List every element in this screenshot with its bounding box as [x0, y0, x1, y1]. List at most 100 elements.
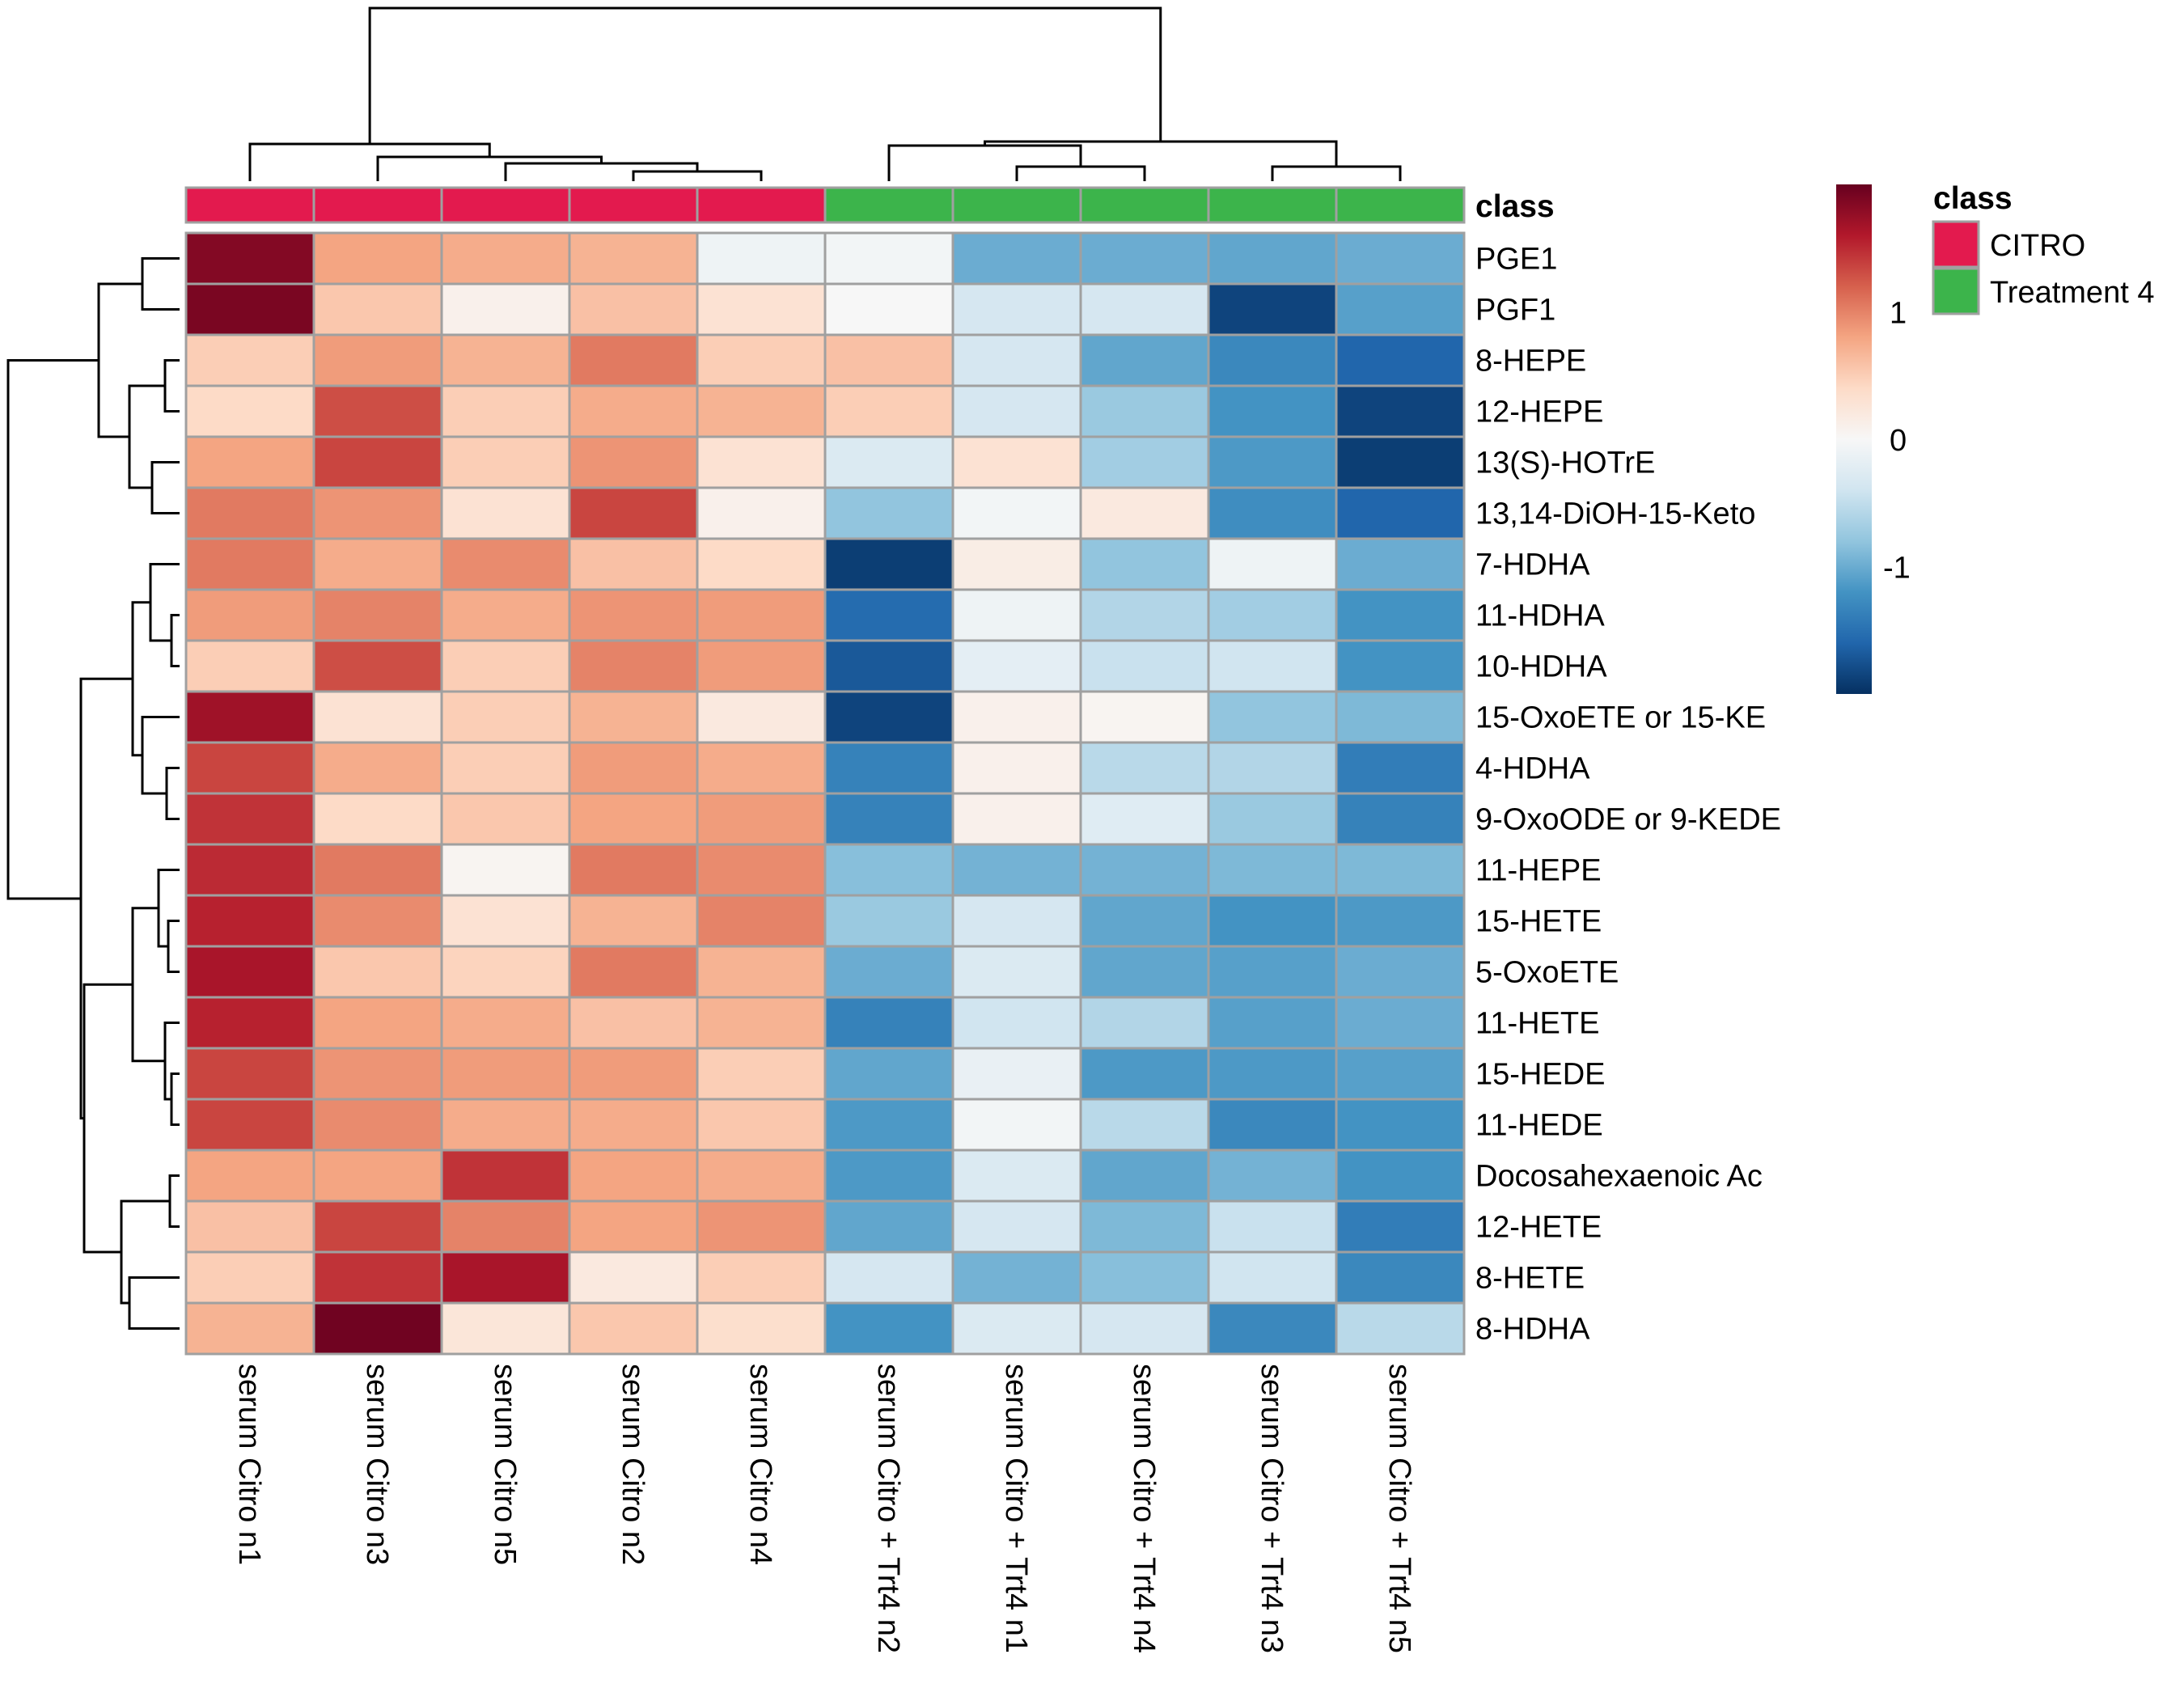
column-label: serum Citro n2 [616, 1364, 650, 1565]
heatmap-cell [568, 792, 699, 846]
heatmap-cell [184, 741, 315, 795]
row-label: 13,14-DiOH-15-Keto [1475, 497, 1755, 531]
row-label: 5-OxoETE [1475, 956, 1619, 990]
class-annotation-bar [184, 186, 1466, 224]
column-label: serum Citro n3 [360, 1364, 394, 1565]
heatmap-cell [823, 282, 954, 336]
heatmap-cell [1079, 945, 1210, 999]
heatmap-cell [823, 588, 954, 642]
heatmap-cell [440, 1199, 571, 1254]
heatmap-cell [440, 945, 571, 999]
heatmap-cell [1335, 537, 1466, 591]
row-dendrogram-link [170, 1072, 180, 1126]
heatmap-cell [312, 333, 443, 387]
heatmap-cell [312, 945, 443, 999]
heatmap-cell [184, 792, 315, 846]
heatmap-cell [184, 282, 315, 336]
heatmap-cell [696, 282, 827, 336]
heatmap-cell [312, 690, 443, 744]
heatmap-cell [440, 894, 571, 948]
heatmap-cell [184, 588, 315, 642]
heatmap-cell [951, 231, 1082, 286]
heatmap-cell [823, 486, 954, 540]
row-dendrogram-link [131, 907, 165, 1063]
heatmap-cell [1207, 1098, 1338, 1152]
heatmap-cell [312, 1301, 443, 1356]
heatmap-cell [696, 843, 827, 897]
heatmap-cell [312, 894, 443, 948]
heatmap-cell [1079, 282, 1210, 336]
heatmap-cell [440, 435, 571, 489]
heatmap-cell [184, 231, 315, 286]
heatmap-cell [312, 1199, 443, 1254]
heatmap-cell [440, 1098, 571, 1152]
heatmap-cell [312, 843, 443, 897]
heatmap-cell [184, 1301, 315, 1356]
heatmap-cell [568, 1301, 699, 1356]
heatmap-cell [1079, 996, 1210, 1050]
heatmap-cell [1079, 588, 1210, 642]
heatmap-cell [184, 537, 315, 591]
heatmap-cell [1335, 486, 1466, 540]
row-label: PGF1 [1475, 294, 1555, 328]
legend-swatch [1932, 220, 1980, 269]
heatmap-cell [440, 588, 571, 642]
heatmap-cell [312, 1098, 443, 1152]
color-scale-tick: 1 [1890, 297, 1907, 331]
heatmap-cell [1207, 537, 1338, 591]
row-dendrogram-link [6, 359, 99, 900]
heatmap-cell [184, 333, 315, 387]
heatmap-cell [184, 690, 315, 744]
heatmap-cell [1079, 1047, 1210, 1101]
class-annotation-cell [823, 186, 954, 224]
heatmap-cell [696, 486, 827, 540]
heatmap-cell [568, 486, 699, 540]
heatmap-cell [312, 996, 443, 1050]
row-label: 11-HEPE [1475, 854, 1602, 888]
heatmap-cell [951, 690, 1082, 744]
heatmap-cell [1079, 435, 1210, 489]
heatmap-cell [1335, 945, 1466, 999]
heatmap-cell [568, 1098, 699, 1152]
heatmap-cell [1207, 333, 1338, 387]
heatmap-cell [1207, 792, 1338, 846]
heatmap-cell [1335, 1098, 1466, 1152]
column-dendrogram-link [887, 144, 1082, 181]
heatmap-cell [696, 996, 827, 1050]
heatmap-cell [1335, 1149, 1466, 1203]
heatmap-cell [1207, 843, 1338, 897]
heatmap-cell [184, 945, 315, 999]
heatmap-cell [1207, 945, 1338, 999]
heatmap-cells [184, 231, 1466, 1356]
heatmap-cell [1079, 1301, 1210, 1356]
heatmap-cell [823, 792, 954, 846]
heatmap-cell [184, 894, 315, 948]
heatmap-cell [1335, 282, 1466, 336]
class-annotation-cell [1207, 186, 1338, 224]
heatmap-cell [951, 537, 1082, 591]
column-dendrogram-link [632, 170, 763, 181]
heatmap-cell [568, 996, 699, 1050]
row-label: Docosahexaenoic Ac [1475, 1160, 1763, 1194]
heatmap-cell [696, 945, 827, 999]
heatmap-cell [568, 435, 699, 489]
heatmap-cell [440, 384, 571, 438]
class-annotation-cell [440, 186, 571, 224]
heatmap-cell [1207, 384, 1338, 438]
heatmap-cell [1335, 741, 1466, 795]
heatmap-cell [312, 588, 443, 642]
heatmap-cell [312, 282, 443, 336]
heatmap-cell [951, 843, 1082, 897]
heatmap-cell [440, 741, 571, 795]
heatmap-cell [440, 282, 571, 336]
row-dendrogram-link [83, 983, 133, 1254]
heatmap-cell [440, 333, 571, 387]
row-label: 15-OxoETE or 15-KE [1475, 701, 1766, 735]
heatmap-cell [1207, 1149, 1338, 1203]
heatmap-cell [823, 1301, 954, 1356]
heatmap-cell [1079, 843, 1210, 897]
heatmap-cell [184, 1250, 315, 1305]
heatmap-cell [1079, 690, 1210, 744]
row-dendrogram-link [141, 257, 180, 311]
heatmap-cell [1079, 537, 1210, 591]
